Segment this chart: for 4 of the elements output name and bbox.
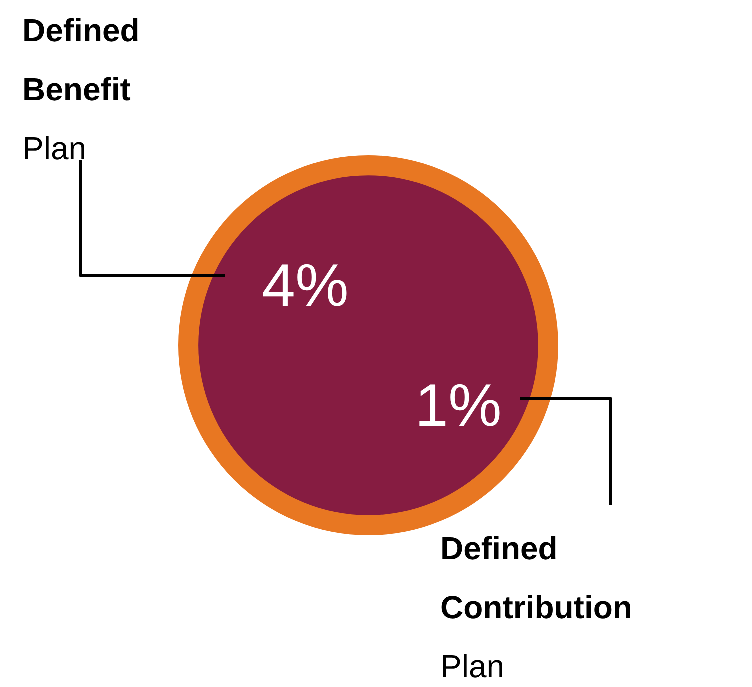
category-label: Defined Contribution Plan bbox=[440, 530, 632, 684]
category-label: Defined Benefit Plan bbox=[22, 12, 140, 166]
data-label: 4% bbox=[262, 252, 349, 319]
data-label: 1% bbox=[415, 372, 502, 439]
